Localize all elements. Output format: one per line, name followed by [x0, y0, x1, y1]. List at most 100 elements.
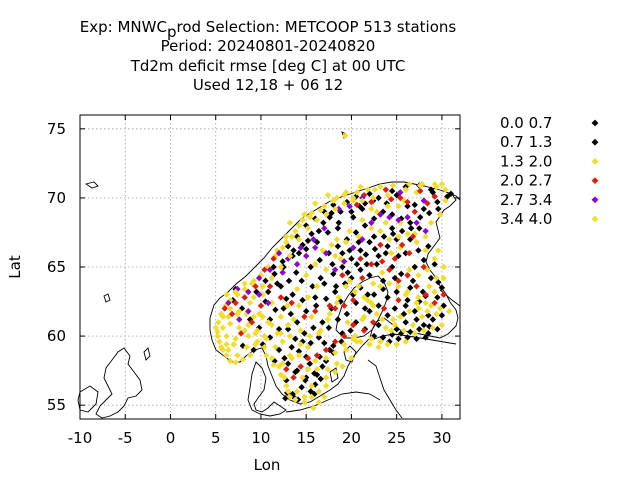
point-s3-31 — [261, 266, 268, 273]
point-s2-57 — [315, 388, 323, 395]
point-s0-159 — [315, 334, 323, 341]
point-s5-60 — [268, 321, 276, 329]
point-s2-78 — [418, 313, 426, 320]
point-s2-2 — [216, 338, 223, 345]
point-s5-13 — [308, 393, 315, 401]
point-s3-18 — [312, 308, 319, 315]
point-s1-38 — [308, 230, 315, 238]
point-s3-20 — [288, 299, 295, 307]
point-s2-125 — [342, 238, 350, 246]
axis-ticks: -10 -5 0 5 10 15 20 25 30 55 60 65 70 75 — [47, 115, 460, 447]
point-s0-2 — [302, 245, 310, 253]
point-s5-110 — [357, 183, 364, 191]
point-s1-31 — [426, 209, 433, 217]
point-s0-177 — [427, 186, 435, 193]
title-line-1: Exp: MNWCprod Selection: METCOOP 513 sta… — [80, 18, 457, 41]
legend-label-1: 0.7 1.3 — [500, 133, 552, 151]
point-s4-16 — [255, 274, 263, 282]
point-s1-1 — [250, 346, 257, 354]
point-s5-55 — [223, 341, 230, 348]
point-s2-59 — [312, 357, 319, 365]
point-s0-31 — [434, 294, 441, 301]
y-tick-label-4: 75 — [47, 120, 66, 138]
point-s4-30 — [386, 214, 393, 221]
point-s0-182 — [315, 227, 323, 235]
point-s0-77 — [393, 288, 400, 296]
x-tick-label-3: 5 — [211, 429, 221, 447]
point-s2-75 — [391, 321, 399, 329]
point-s0-161 — [287, 310, 295, 318]
x-tick-label-4: 10 — [251, 429, 270, 447]
point-s0-75 — [375, 302, 382, 309]
x-axis-label: Lon — [254, 456, 281, 474]
point-s5-114 — [308, 209, 315, 217]
point-s2-148 — [292, 227, 299, 235]
point-s2-0 — [341, 132, 349, 139]
legend-marker-1 — [591, 138, 599, 146]
point-s3-9 — [411, 208, 418, 215]
point-s2-21 — [295, 222, 303, 229]
point-s3-60 — [283, 366, 290, 373]
point-s3-38 — [377, 241, 384, 249]
title-exp-suffix: rod Selection: METCOOP 513 stations — [177, 18, 457, 36]
point-s5-40 — [333, 299, 341, 307]
point-s0-84 — [425, 330, 432, 337]
point-s2-81 — [445, 308, 453, 315]
point-s2-5 — [226, 357, 234, 365]
point-s0-163 — [293, 269, 300, 276]
point-s0-172 — [363, 261, 371, 268]
point-s3-8 — [353, 201, 361, 209]
point-s5-7 — [268, 355, 276, 362]
point-s2-33 — [442, 197, 449, 204]
point-s1-51 — [395, 335, 402, 343]
point-s3-15 — [357, 255, 364, 262]
point-s5-91 — [331, 205, 339, 213]
point-s2-129 — [304, 294, 312, 301]
point-s5-46 — [279, 360, 286, 367]
point-s4-20 — [293, 261, 301, 268]
point-s5-54 — [214, 332, 221, 340]
point-s1-36 — [328, 209, 335, 217]
point-s5-94 — [304, 225, 312, 232]
point-s3-44 — [431, 299, 438, 307]
point-s0-165 — [309, 283, 316, 290]
point-s0-81 — [429, 316, 437, 323]
point-s5-113 — [321, 203, 328, 210]
point-s5-69 — [350, 335, 357, 343]
point-s2-93 — [324, 366, 332, 373]
point-s0-70 — [366, 238, 373, 246]
point-s0-64 — [420, 256, 428, 264]
point-s2-66 — [312, 261, 319, 268]
point-s5-84 — [395, 233, 402, 240]
point-s0-123 — [388, 225, 396, 232]
title-exp-prefix: Exp: MNWC — [80, 18, 167, 36]
point-s0-170 — [339, 249, 346, 257]
point-s5-70 — [359, 316, 366, 323]
point-s2-99 — [274, 330, 281, 337]
point-s3-28 — [232, 299, 239, 307]
point-s1-9 — [274, 280, 281, 287]
point-s1-11 — [272, 306, 279, 314]
point-s4-9 — [264, 299, 272, 307]
point-s5-25 — [411, 330, 418, 337]
point-s0-53 — [334, 243, 342, 250]
point-s3-48 — [395, 296, 402, 304]
point-s2-6 — [232, 359, 239, 366]
point-s3-51 — [360, 327, 368, 334]
point-s3-55 — [322, 346, 330, 354]
point-s5-39 — [342, 283, 350, 290]
point-s0-73 — [357, 266, 364, 273]
point-s3-7 — [368, 198, 375, 206]
point-s2-77 — [409, 321, 417, 329]
point-s0-9 — [388, 187, 396, 195]
point-s3-36 — [359, 274, 366, 282]
point-s5-87 — [368, 205, 375, 213]
point-s0-25 — [379, 277, 387, 285]
point-s0-125 — [350, 214, 357, 221]
point-s5-62 — [286, 332, 294, 340]
point-s5-102 — [232, 288, 239, 296]
point-s5-107 — [402, 186, 409, 193]
point-s5-96 — [286, 252, 294, 260]
point-s2-88 — [369, 280, 377, 287]
point-s2-150 — [274, 247, 281, 254]
